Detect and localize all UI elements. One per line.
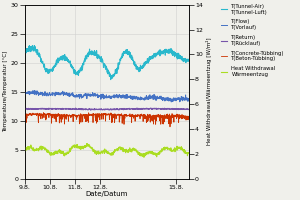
Y-axis label: Heat Withdrawal/Wärmeentzug [W/m²]: Heat Withdrawal/Wärmeentzug [W/m²]: [206, 38, 212, 145]
X-axis label: Date/Datum: Date/Datum: [85, 191, 128, 197]
Y-axis label: Temperature/Temperatur [°C]: Temperature/Temperatur [°C]: [3, 51, 8, 132]
Legend: T(Tunnel-Air)
T(Tunnel-Luft), T(Flow)
T(Vorlauf), T(Return)
T(Rücklauf), T(Concr: T(Tunnel-Air) T(Tunnel-Luft), T(Flow) T(…: [221, 4, 285, 77]
